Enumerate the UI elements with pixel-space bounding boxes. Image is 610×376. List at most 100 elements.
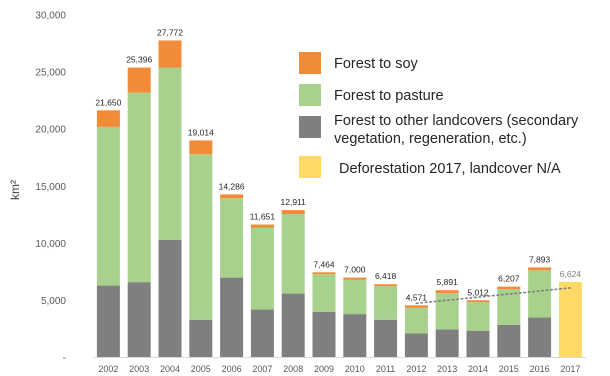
total-label-2003: 25,396 bbox=[126, 55, 152, 65]
bar-other-2002 bbox=[96, 285, 120, 358]
x-tick-label-2005: 2005 bbox=[191, 364, 211, 374]
bar-soy-2010 bbox=[343, 277, 367, 280]
bar-pasture-2006 bbox=[220, 198, 244, 278]
bar-other-2014 bbox=[466, 330, 490, 358]
total-label-2011: 6,418 bbox=[375, 271, 397, 281]
bar-soy-2005 bbox=[189, 140, 213, 155]
y-tick-label-2: 10,000 bbox=[35, 239, 66, 250]
total-label-2002: 21,650 bbox=[95, 97, 121, 107]
bar-other-2013 bbox=[435, 329, 459, 358]
bar-soy-2012 bbox=[404, 305, 428, 308]
legend-item-na: Deforestation 2017, landcover N/A bbox=[299, 156, 561, 178]
bar-soy-2008 bbox=[281, 210, 305, 215]
y-tick-label-4: 20,000 bbox=[35, 125, 66, 136]
legend: Forest to soy Forest to pasture Forest t… bbox=[299, 52, 579, 178]
y-tick-label-3: 15,000 bbox=[35, 182, 66, 193]
bar-pasture-2003 bbox=[127, 92, 151, 283]
bar-other-2006 bbox=[220, 277, 244, 358]
x-axis: 2002 2003 2004 2005 2006 2007 2008 2009 2010 2011… bbox=[93, 357, 586, 374]
total-label-2008: 12,911 bbox=[281, 197, 307, 207]
bar-pasture-2011 bbox=[374, 286, 398, 320]
bar-pasture-2002 bbox=[96, 126, 120, 286]
y-tick-label-5: 25,000 bbox=[35, 68, 66, 79]
total-label-2009: 7,464 bbox=[313, 259, 335, 269]
legend-item-soy: Forest to soy bbox=[299, 52, 419, 74]
y-axis: - 5,000 10,000 15,000 20,000 25,000 30,000 bbox=[35, 11, 66, 365]
x-tick-label-2013: 2013 bbox=[437, 364, 457, 374]
total-label-2006: 14,286 bbox=[219, 181, 245, 191]
y-tick-label-0: - bbox=[63, 353, 66, 364]
legend-swatch-soy bbox=[299, 52, 321, 74]
x-tick-label-2006: 2006 bbox=[222, 364, 242, 374]
bar-other-2012 bbox=[404, 333, 428, 358]
x-tick-label-2004: 2004 bbox=[160, 364, 180, 374]
bar-soy-2007 bbox=[250, 224, 274, 228]
bar-other-2016 bbox=[528, 317, 552, 358]
total-label-2016: 7,893 bbox=[529, 254, 551, 264]
x-tick-label-2012: 2012 bbox=[406, 364, 426, 374]
total-label-2007: 11,651 bbox=[250, 211, 276, 221]
trendline bbox=[415, 287, 572, 305]
total-label-2012: 4,571 bbox=[406, 292, 428, 302]
bar-soy-2004 bbox=[158, 40, 182, 68]
total-label-2014: 5,012 bbox=[467, 287, 489, 297]
x-tick-label-2017: 2017 bbox=[560, 364, 580, 374]
y-tick-label-1: 5,000 bbox=[41, 296, 66, 307]
x-tick-label-2015: 2015 bbox=[499, 364, 519, 374]
bar-soy-2003 bbox=[127, 67, 151, 93]
bar-pasture-2004 bbox=[158, 67, 182, 240]
y-axis-label: km² bbox=[8, 180, 22, 200]
bar-soy-2015 bbox=[497, 286, 521, 289]
bar-other-2005 bbox=[189, 319, 213, 358]
x-tick-label-2002: 2002 bbox=[98, 364, 118, 374]
total-label-2013: 5,891 bbox=[437, 277, 459, 287]
x-tick-label-2010: 2010 bbox=[345, 364, 365, 374]
x-tick-label-2007: 2007 bbox=[252, 364, 272, 374]
bar-soy-2016 bbox=[528, 267, 552, 271]
bar-soy-2014 bbox=[466, 300, 490, 303]
bar-pasture-2012 bbox=[404, 307, 428, 334]
bar-pasture-2009 bbox=[312, 274, 336, 312]
legend-swatch-pasture bbox=[299, 84, 321, 106]
legend-label-soy: Forest to soy bbox=[334, 56, 419, 72]
bar-pasture-2007 bbox=[250, 227, 274, 310]
bar-pasture-2005 bbox=[189, 154, 213, 320]
bar-other-2008 bbox=[281, 293, 305, 358]
x-tick-label-2008: 2008 bbox=[283, 364, 303, 374]
bar-soy-2011 bbox=[374, 284, 398, 287]
x-tick-label-2016: 2016 bbox=[530, 364, 550, 374]
bars-layer bbox=[96, 40, 582, 358]
total-labels: 21,650 25,396 27,772 19,014 14,286 11,651 12,9… bbox=[95, 27, 581, 302]
bar-soy-2009 bbox=[312, 272, 336, 275]
total-label-2004: 27,772 bbox=[157, 27, 183, 37]
bar-other-2011 bbox=[374, 319, 398, 358]
bar-soy-2006 bbox=[220, 194, 244, 199]
bar-pasture-2010 bbox=[343, 279, 367, 315]
bar-pasture-2015 bbox=[497, 289, 521, 325]
total-label-2015: 6,207 bbox=[498, 274, 520, 284]
bar-na-2017 bbox=[558, 281, 582, 358]
bar-other-2015 bbox=[497, 324, 521, 358]
legend-item-other: Forest to other landcovers (secondary ve… bbox=[299, 113, 579, 147]
bar-soy-2002 bbox=[96, 110, 120, 127]
legend-label-other-line1: Forest to other landcovers (secondary bbox=[334, 113, 579, 129]
bar-other-2007 bbox=[250, 309, 274, 358]
y-tick-label-6: 30,000 bbox=[35, 11, 66, 22]
total-label-2017: 6,624 bbox=[560, 269, 582, 279]
bar-other-2003 bbox=[127, 282, 151, 358]
bar-other-2004 bbox=[158, 239, 182, 358]
trendline-dotted bbox=[415, 287, 572, 305]
legend-swatch-other bbox=[299, 116, 321, 138]
legend-label-na: Deforestation 2017, landcover N/A bbox=[339, 161, 561, 177]
total-label-2010: 7,000 bbox=[344, 265, 366, 275]
bar-pasture-2014 bbox=[466, 302, 490, 331]
bar-other-2010 bbox=[343, 314, 367, 358]
legend-item-pasture: Forest to pasture bbox=[299, 84, 444, 106]
x-tick-label-2009: 2009 bbox=[314, 364, 334, 374]
legend-label-pasture: Forest to pasture bbox=[334, 88, 444, 104]
total-label-2005: 19,014 bbox=[188, 127, 214, 137]
bar-pasture-2013 bbox=[435, 293, 459, 330]
x-tick-label-2014: 2014 bbox=[468, 364, 488, 374]
bar-soy-2013 bbox=[435, 290, 459, 293]
